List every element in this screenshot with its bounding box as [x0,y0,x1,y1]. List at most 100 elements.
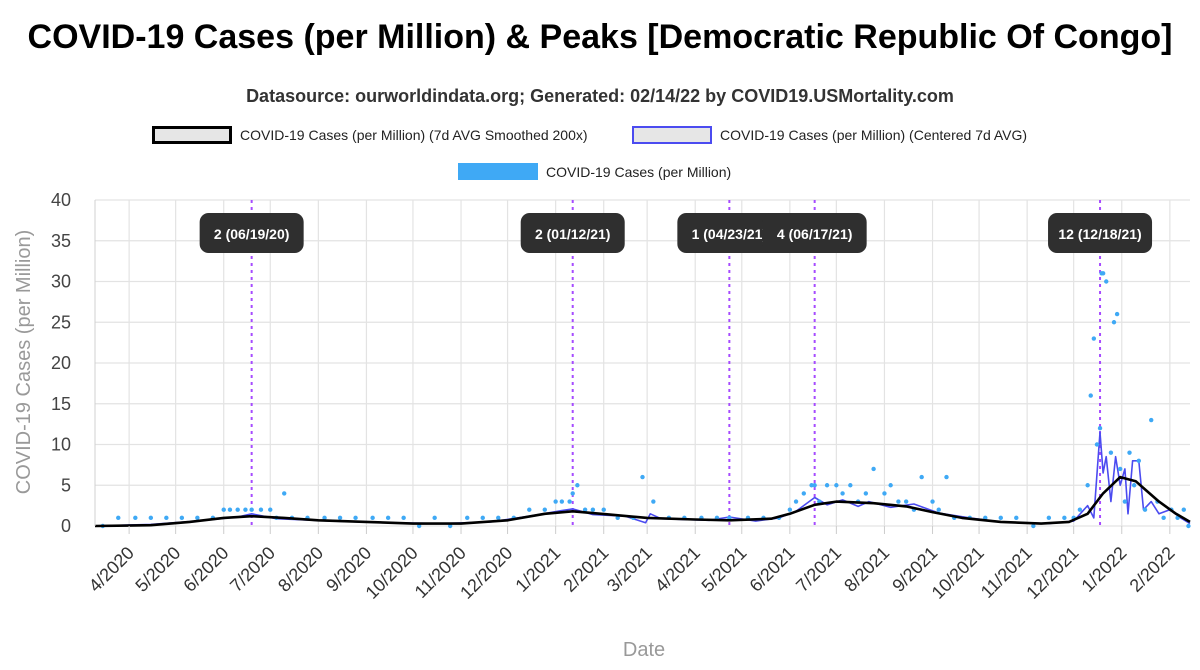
x-tick-label: 1/2022 [1078,543,1131,596]
x-tick-label: 2/2022 [1126,543,1179,596]
series-layer [94,271,1191,529]
daily-case-point [793,499,799,504]
x-tick-label: 12/2021 [1022,543,1082,603]
y-tick-label: 35 [51,231,71,251]
x-tick-label: 8/2020 [274,543,327,596]
daily-case-point [1046,515,1052,521]
legend-item-centered[interactable]: COVID-19 Cases (per Million) (Centered 7… [632,126,1027,144]
daily-case-point [1031,523,1036,529]
daily-case-point [385,515,391,521]
daily-case-point [824,483,830,488]
daily-case-point [337,515,343,521]
daily-case-point [268,507,273,512]
y-tick-label: 25 [51,312,71,332]
daily-case-point [640,474,645,480]
daily-case-point [998,515,1003,521]
daily-case-point [243,507,248,512]
daily-case-point [1114,311,1120,317]
daily-case-point [496,515,501,521]
daily-case-point [401,515,406,521]
daily-case-point [919,474,924,480]
daily-case-point [1181,507,1186,512]
y-tick-label: 30 [51,272,71,292]
daily-case-point [848,483,853,488]
daily-case-point [601,507,606,512]
y-tick-label: 15 [51,394,71,414]
y-tick-label: 0 [61,516,71,536]
daily-case-point [195,515,200,521]
daily-case-point [133,515,138,521]
y-tick-label: 10 [51,435,71,455]
daily-case-point [353,515,358,521]
legend-item-smoothed[interactable]: COVID-19 Cases (per Million) (7d AVG Smo… [152,126,588,144]
peak-labels: 2 (06/19/20) 2 (01/12/21) 1 (04/23/21) 4 (0… [199,213,1153,253]
daily-case-point [787,507,793,512]
peak-label-box [199,213,304,253]
peak-lines [250,200,1102,526]
daily-case-point [559,499,565,504]
peak-label-box [762,213,867,253]
daily-case-point [1161,515,1166,521]
daily-case-point [282,491,287,496]
daily-case-point [1122,499,1128,504]
peak-label-text: 2 (01/12/21) [535,226,611,242]
daily-case-point [944,474,949,480]
x-tick-label: 3/2021 [603,543,656,596]
daily-case-point [465,515,470,521]
daily-case-point [871,466,876,472]
legend-label-smoothed: COVID-19 Cases (per Million) (7d AVG Smo… [240,127,588,143]
daily-case-point [1131,483,1137,488]
daily-case-point [809,483,814,488]
daily-case-point [575,483,580,488]
daily-case-point [227,507,233,512]
smoothed-series-line [94,475,1191,528]
daily-case-point [615,515,620,521]
peak-label-text: 1 (04/23/21) [692,226,768,242]
peak-label: 2 (06/19/20) [199,213,304,253]
y-tick-label: 20 [51,353,71,373]
legend-swatch-smoothed [152,126,232,144]
peak-label: 12 (12/18/21) [1048,213,1153,253]
legend-label-daily: COVID-19 Cases (per Million) [546,163,732,180]
legend-swatch-centered [632,126,712,144]
daily-case-point [1085,483,1090,488]
daily-case-point [567,499,572,504]
daily-case-point [221,507,226,512]
daily-case-point [1111,320,1117,325]
daily-case-point [527,507,532,512]
peak-label-text: 12 (12/18/21) [1058,226,1141,242]
peak-label: 1 (04/23/21) [677,213,782,253]
daily-case-point [116,515,121,521]
legend-label-centered: COVID-19 Cases (per Million) (Centered 7… [720,127,1028,143]
peak-label-text: 4 (06/17/21) [777,226,853,242]
daily-case-point [1062,515,1067,521]
daily-case-point [258,507,264,512]
x-tick-label: 10/2020 [362,543,422,603]
daily-case-point [480,515,485,521]
daily-case-point [1014,515,1019,521]
daily-case-point [370,515,375,521]
daily-case-point [1100,271,1106,276]
daily-case-point [1104,279,1109,284]
daily-case-point [863,491,869,496]
x-tick-label: 12/2020 [456,543,516,603]
peak-label-box [677,213,782,253]
x-tick-label: 6/2021 [746,543,799,596]
daily-case-point [651,499,656,504]
daily-case-point [432,515,437,521]
daily-case-point [1127,450,1132,455]
peak-label-text: 2 (06/19/20) [214,226,290,242]
x-tick-label: 5/2021 [698,543,751,596]
legend-item-daily[interactable]: COVID-19 Cases (per Million) [458,163,731,180]
daily-case-point [542,507,547,512]
legend-swatch-daily [458,163,538,180]
daily-case-point [1142,507,1148,512]
peak-label: 2 (01/12/21) [520,213,625,253]
x-tick-label: 2/2021 [559,543,612,596]
daily-case-point [834,483,839,488]
x-tick-label: 8/2021 [840,543,893,596]
daily-case-point [164,515,169,521]
daily-case-point [801,491,807,496]
daily-case-point [1186,523,1191,529]
